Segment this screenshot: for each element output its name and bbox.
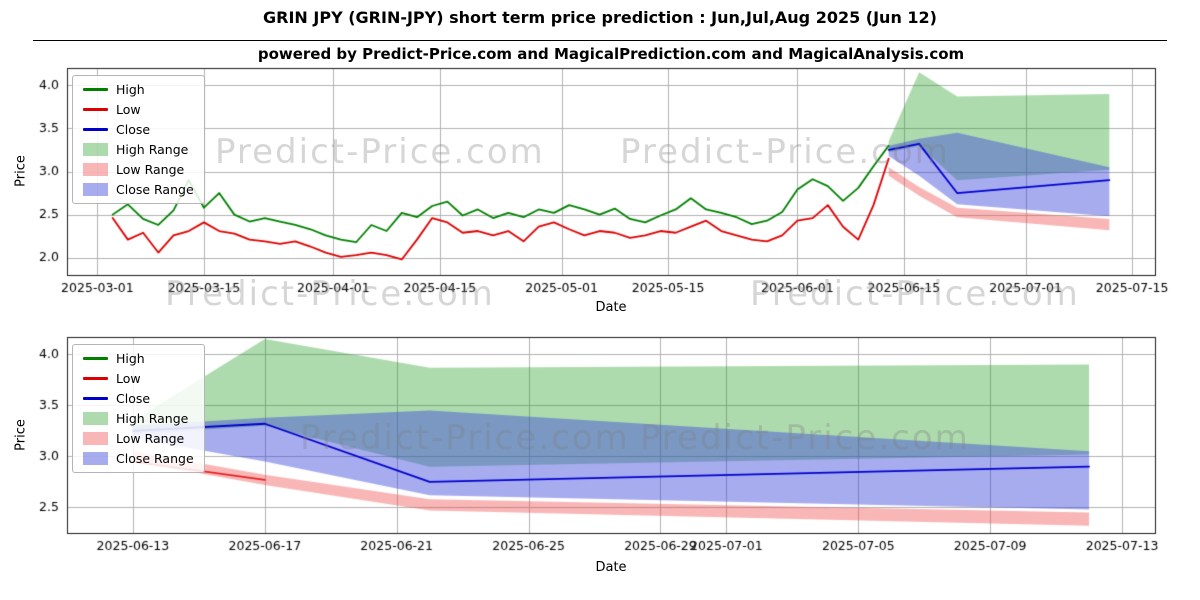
legend-line-swatch	[83, 397, 108, 400]
legend-patch-swatch	[83, 452, 108, 465]
top-chart-xlabel: Date	[595, 300, 627, 315]
legend-label: Low Range	[116, 162, 185, 177]
legend-label: High	[116, 351, 145, 366]
legend-patch-swatch	[83, 163, 108, 176]
legend-patch-swatch	[83, 432, 108, 445]
top-chart-legend: High Low Close High Range Low Range Close Ran…	[72, 75, 205, 204]
legend-line-swatch	[83, 88, 108, 91]
bottom-chart-xlabel: Date	[595, 560, 627, 575]
legend-item-high-range: High Range	[83, 142, 194, 157]
legend-line-swatch	[83, 108, 108, 111]
legend-label: High	[116, 82, 145, 97]
legend-item-high-range: High Range	[83, 411, 194, 426]
legend-label: High Range	[116, 411, 189, 426]
legend-line-swatch	[83, 377, 108, 380]
bottom-chart-legend: High Low Close High Range Low Range Close Ran…	[72, 344, 205, 473]
legend-item-close: Close	[83, 122, 194, 137]
legend-label: Close Range	[116, 451, 194, 466]
legend-patch-swatch	[83, 183, 108, 196]
legend-patch-swatch	[83, 412, 108, 425]
bottom-chart-ylabel: Price	[13, 419, 29, 451]
legend-item-low-range: Low Range	[83, 431, 194, 446]
legend-label: Close Range	[116, 182, 194, 197]
legend-item-high: High	[83, 351, 194, 366]
legend-label: Close	[116, 122, 151, 137]
legend-label: Low	[116, 371, 141, 386]
legend-item-low: Low	[83, 371, 194, 386]
legend-patch-swatch	[83, 143, 108, 156]
legend-line-swatch	[83, 357, 108, 360]
legend-item-high: High	[83, 82, 194, 97]
legend-label: Close	[116, 391, 151, 406]
legend-label: High Range	[116, 142, 189, 157]
legend-item-low-range: Low Range	[83, 162, 194, 177]
legend-line-swatch	[83, 128, 108, 131]
legend-item-close-range: Close Range	[83, 182, 194, 197]
legend-label: Low	[116, 102, 141, 117]
legend-item-low: Low	[83, 102, 194, 117]
top-chart-ylabel: Price	[13, 155, 29, 187]
legend-label: Low Range	[116, 431, 185, 446]
legend-item-close: Close	[83, 391, 194, 406]
legend-item-close-range: Close Range	[83, 451, 194, 466]
